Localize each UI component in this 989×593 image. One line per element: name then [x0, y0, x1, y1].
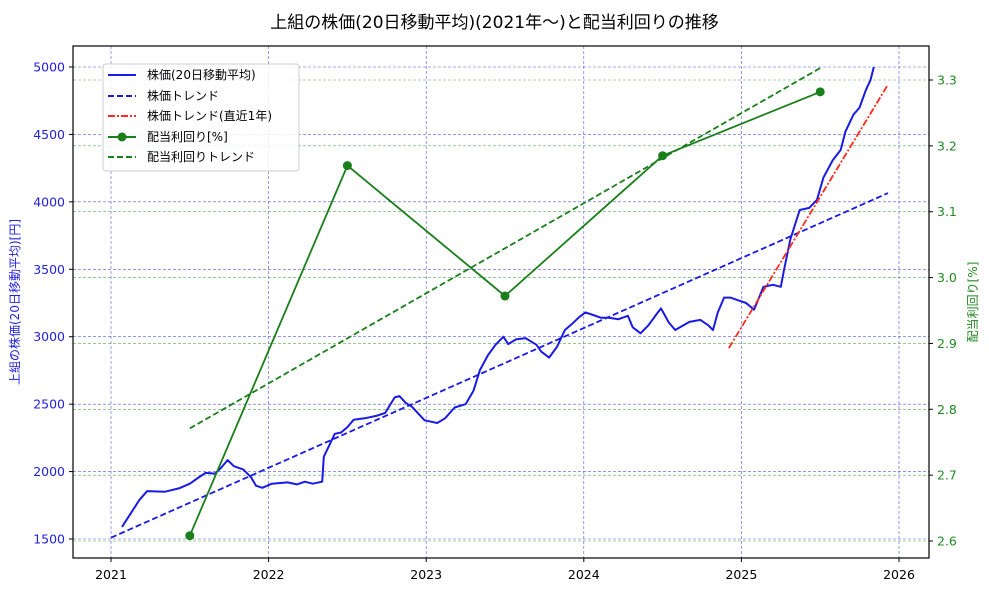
legend-label: 株価トレンド(直近1年) — [147, 108, 272, 123]
y-right-tick-label: 2.8 — [937, 402, 957, 417]
price-trend-line — [110, 192, 889, 539]
yield-marker — [815, 87, 825, 97]
yield-marker — [342, 161, 352, 171]
x-tick-label: 2021 — [95, 567, 127, 582]
legend-label: 株価(20日移動平均) — [147, 67, 256, 82]
y-left-tick-label: 4000 — [33, 194, 65, 209]
legend-item-price-trend-recent: 株価トレンド(直近1年) — [108, 108, 272, 123]
y-left-tick-label: 2000 — [33, 464, 65, 479]
y-right-tick-label: 3.2 — [937, 138, 957, 153]
data-series — [110, 66, 889, 541]
x-tick-label: 2025 — [725, 567, 757, 582]
x-tick-label: 2023 — [410, 567, 442, 582]
y-right-tick-label: 3.1 — [937, 204, 957, 219]
legend-item-price-trend: 株価トレンド — [108, 88, 219, 103]
plot-frame — [72, 45, 930, 559]
legend-label: 株価トレンド — [147, 88, 219, 103]
x-tick-label: 2022 — [253, 567, 285, 582]
legend: 株価(20日移動平均) 株価トレンド 株価トレンド(直近1年) 配当利回り[%]… — [102, 63, 300, 172]
y-axis-left-label: 上組の株価(20日移動平均)[円] — [7, 219, 22, 385]
chart-title: 上組の株価(20日移動平均)(2021年〜)と配当利回りの推移 — [270, 13, 719, 33]
legend-item-yield: 配当利回り[%] — [108, 130, 228, 144]
x-tick-label: 2026 — [883, 567, 915, 582]
price-line — [121, 66, 875, 528]
legend-box — [102, 63, 300, 172]
y-left-tick-label: 4500 — [33, 127, 65, 142]
legend-item-price: 株価(20日移動平均) — [108, 67, 256, 82]
legend-item-yield-trend: 配当利回りトレンド — [108, 150, 255, 164]
yield-marker — [658, 151, 668, 161]
y-left-tick-label: 2500 — [33, 397, 65, 412]
y-right-tick-label: 2.6 — [937, 533, 957, 548]
y-left-tick-label: 3000 — [33, 329, 65, 344]
y-right-tick-label: 2.9 — [937, 336, 957, 351]
y-right-tick-label: 2.7 — [937, 468, 957, 483]
x-tick-label: 2024 — [568, 567, 600, 582]
price-trend-recent-line — [728, 84, 889, 349]
marker-dot-icon — [117, 132, 127, 142]
y-left-tick-label: 5000 — [33, 60, 65, 75]
y-right-tick-label: 3.3 — [937, 73, 957, 88]
y-axis-right-label: 配当利回り[%] — [966, 262, 980, 343]
yield-trend-line — [189, 67, 821, 430]
legend-label: 配当利回りトレンド — [147, 150, 255, 164]
yield-marker — [185, 531, 195, 541]
y-right-tick-label: 3.0 — [937, 270, 957, 285]
y-left-tick-label: 3500 — [33, 262, 65, 277]
yield-marker — [500, 291, 510, 301]
legend-label: 配当利回り[%] — [147, 130, 228, 144]
y-left-tick-label: 1500 — [33, 532, 65, 547]
axis-ticks: 2021 2022 2023 2024 2025 2026 1500 2000 2500 3000… — [33, 60, 957, 583]
